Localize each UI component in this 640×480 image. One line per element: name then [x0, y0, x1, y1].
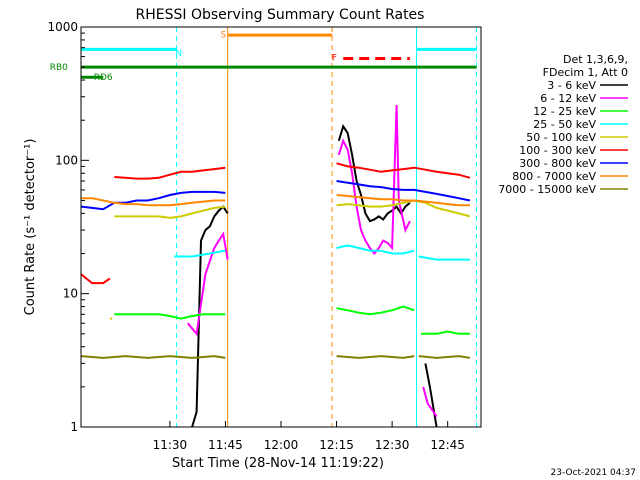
series-line-12-25-seg2 [421, 330, 470, 335]
legend-label: 7000 - 15000 keV [498, 183, 596, 196]
x-tick-label: 12:15 [319, 438, 354, 452]
series-line-3-6-seg0 [191, 205, 229, 428]
series-line-6-12-seg1 [337, 104, 411, 256]
series-line-100-300-seg0 [80, 273, 111, 285]
y-tick-label: 100 [55, 153, 78, 167]
x-axis-label: Start Time (28-Nov-14 11:19:22) [172, 456, 384, 471]
legend-label: 6 - 12 keV [540, 92, 596, 105]
series-line-6-12-seg0 [186, 231, 229, 337]
state-label-rd6: RD6 [94, 73, 113, 83]
state-label-n: N [175, 49, 182, 59]
x-tick-label: 12:30 [375, 438, 410, 452]
y-tick-label: 1000 [47, 20, 78, 34]
legend-label: 25 - 50 keV [533, 118, 596, 131]
legend-header-line: FDecim 1, Att 0 [543, 66, 628, 79]
y-tick-label: 10 [63, 287, 78, 301]
series-line-800-7000-seg1 [336, 194, 470, 207]
series-line-50-100-seg1 [114, 205, 226, 219]
state-label-rb0: RB0 [50, 63, 68, 73]
series-line-7000-15000-seg2 [418, 355, 471, 359]
legend-header-line: Det 1,3,6,9, [563, 53, 628, 66]
legend-label: 300 - 800 keV [519, 157, 596, 170]
series-line-100-300-seg1 [114, 166, 226, 180]
series-line-6-12-seg2 [422, 386, 438, 417]
x-axis: 11:30 11:45 12:00 12:15 12:30 12:45 [153, 421, 465, 452]
footer-date: 23-Oct-2021 04:37 [551, 468, 636, 478]
legend-label: 12 - 25 keV [533, 105, 596, 118]
series-line-3-6-seg2 [424, 363, 438, 428]
series-line-3-6-seg1 [337, 123, 411, 223]
series-line-100-300-seg2 [336, 162, 471, 179]
series-line-25-50-seg1 [336, 244, 415, 255]
series-line-300-800-seg1 [336, 180, 471, 202]
legend-label: 50 - 100 keV [526, 131, 596, 144]
y-axis: 1 10 100 1000 [47, 20, 89, 434]
series-line-25-50-seg0 [174, 249, 226, 258]
state-label-s: S [220, 30, 226, 40]
series-line-12-25-seg0 [114, 313, 226, 320]
series-line-50-100-seg2 [336, 199, 471, 218]
x-tick-label: 11:45 [208, 438, 243, 452]
series-line-12-25-seg1 [336, 305, 415, 316]
legend-label: 100 - 300 keV [519, 144, 596, 157]
state-label-f: F [332, 54, 337, 64]
series-line-25-50-seg2 [418, 255, 470, 261]
y-axis-label: Count Rate (s⁻¹ detector⁻¹) [23, 139, 38, 316]
legend-label: 800 - 7000 keV [512, 170, 596, 183]
plot-area: N S F RB0 RD6 [50, 27, 478, 428]
series-line-7000-15000-seg1 [336, 355, 415, 359]
x-tick-label: 12:00 [264, 438, 299, 452]
series-line-7000-15000-seg0 [80, 355, 226, 359]
x-tick-label: 12:45 [430, 438, 465, 452]
plot-frame [80, 26, 482, 428]
legend-label: 3 - 6 keV [547, 79, 596, 92]
x-tick-label: 11:30 [153, 438, 188, 452]
chart-title: RHESSI Observing Summary Count Rates [136, 7, 425, 23]
series-line-800-7000-seg0 [81, 197, 226, 207]
y-tick-label: 1 [70, 420, 78, 434]
series-line-300-800-seg0 [80, 190, 226, 211]
